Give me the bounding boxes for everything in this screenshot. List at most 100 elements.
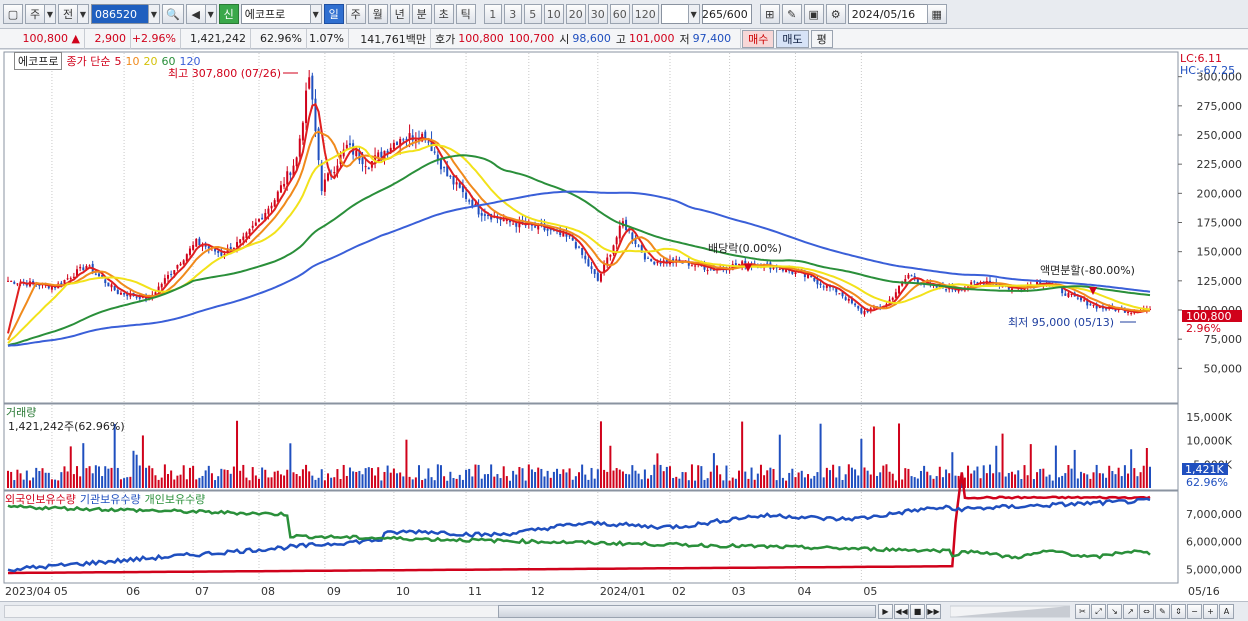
volume-bar — [599, 421, 602, 488]
data-count-input[interactable]: 265/600 — [701, 4, 752, 24]
edit-icon[interactable]: ✎ — [1155, 604, 1170, 619]
price-value: 100,800 — [22, 32, 69, 45]
volume-bar — [361, 474, 364, 488]
candle-body — [512, 223, 515, 225]
volume-bar — [512, 470, 515, 488]
period-tab-year[interactable]: 년 — [389, 4, 410, 24]
holdings-tick-label: 6,000,000 — [1186, 536, 1242, 549]
interval-custom-input[interactable] — [660, 4, 689, 24]
fast-forward-icon[interactable]: ▶▶ — [926, 604, 941, 619]
volume-bar — [1136, 476, 1139, 488]
candle-body — [289, 172, 292, 176]
legend-ma5: 5 — [114, 54, 122, 68]
candle-body — [452, 176, 455, 185]
candle-body — [530, 224, 533, 226]
stock-code-input[interactable]: 086520 — [91, 4, 149, 24]
zoom-in-icon[interactable]: ↗ — [1123, 604, 1138, 619]
candle-body — [63, 280, 66, 284]
scissors-icon[interactable]: ✂ — [1075, 604, 1090, 619]
volume-bar — [22, 479, 25, 488]
stretch-icon[interactable]: ⇔ — [1139, 604, 1154, 619]
stop-icon[interactable]: ■ — [910, 604, 925, 619]
candle-body — [367, 167, 370, 170]
volume-bar — [54, 479, 57, 488]
calendar-icon[interactable]: ▦ — [926, 4, 947, 24]
candle-body — [1092, 304, 1095, 306]
font-size-icon[interactable]: A — [1219, 604, 1234, 619]
search-icon[interactable]: 🔍 — [162, 4, 184, 24]
zoom-slider[interactable] — [950, 605, 1070, 618]
volume-bar — [248, 480, 251, 488]
volume-bar — [772, 468, 775, 488]
interval-120[interactable]: 120 — [631, 4, 659, 24]
date-tick-label: 09 — [327, 585, 341, 598]
candle-body — [894, 292, 897, 298]
interval-30[interactable]: 30 — [587, 4, 608, 24]
scroll-thumb[interactable] — [498, 605, 876, 618]
date-input[interactable]: 2024/05/16 — [847, 4, 928, 24]
draw-tool-icon[interactable]: ✎ — [781, 4, 802, 24]
indicator-icon[interactable]: ⊞ — [759, 4, 780, 24]
layout-icon[interactable]: ▢ — [3, 4, 23, 24]
candle-body — [813, 278, 816, 281]
volume-ratio: 62.96% — [251, 28, 307, 49]
chevron-down-icon[interactable]: ▼ — [44, 4, 56, 24]
legend-stock-name[interactable]: 에코프로 — [14, 52, 63, 70]
chart-toolbar: ▢ 주 ▼ 전 ▼ 086520 ▼ 🔍 ◀ ▼ 신 에코프로 ▼ 일 주 월 … — [0, 0, 1248, 29]
chevron-down-icon[interactable]: ▼ — [687, 4, 700, 24]
chevron-down-icon[interactable]: ▼ — [309, 4, 322, 24]
dividend-marker — [744, 264, 752, 272]
candle-body — [1061, 287, 1064, 294]
candle-body — [286, 171, 289, 185]
candle-body — [157, 286, 160, 292]
volume-bar — [1051, 480, 1054, 488]
buy-button[interactable]: 매수 — [742, 29, 775, 48]
period-tab-day[interactable]: 일 — [323, 4, 344, 24]
gear-icon[interactable]: ⚙ — [825, 4, 846, 24]
price-chart-svg[interactable]: 300,000 275,000 250,000 225,000 200,000 175,0… — [0, 50, 1248, 601]
candle-body — [496, 217, 499, 219]
interval-1[interactable]: 1 — [483, 4, 502, 24]
candle-body — [126, 294, 129, 297]
fit-icon[interactable]: ⤢ — [1091, 604, 1106, 619]
interval-60[interactable]: 60 — [609, 4, 630, 24]
candle-body — [581, 247, 584, 255]
period-tab-week[interactable]: 주 — [345, 4, 366, 24]
interval-5[interactable]: 5 — [523, 4, 542, 24]
annotations: 최고 307,800 (07/26) 배당락(0.00%) 액면분할(-80.00%… — [168, 67, 1242, 489]
move-icon[interactable]: ⇕ — [1171, 604, 1186, 619]
volume-bar — [854, 469, 857, 488]
rewind-icon[interactable]: ◀◀ — [894, 604, 909, 619]
period-tab-minute[interactable]: 분 — [411, 4, 432, 24]
interval-3[interactable]: 3 — [503, 4, 522, 24]
chevron-down-icon[interactable]: ▼ — [204, 4, 217, 24]
volume-bar — [910, 476, 913, 488]
eval-button[interactable]: 평 — [810, 29, 833, 48]
plus-icon[interactable]: + — [1203, 604, 1218, 619]
volume-bar — [1120, 476, 1123, 488]
candle-body — [521, 220, 524, 224]
chevron-down-icon[interactable]: ▼ — [77, 4, 89, 24]
period-tab-tick[interactable]: 틱 — [455, 4, 476, 24]
interval-10[interactable]: 10 — [543, 4, 564, 24]
date-tick-label: 06 — [126, 585, 140, 598]
volume-tick-label: 15,000K — [1186, 411, 1232, 424]
interval-20[interactable]: 20 — [565, 4, 586, 24]
volume-bar — [687, 480, 690, 488]
zoom-out-icon[interactable]: ↘ — [1107, 604, 1122, 619]
period-tab-second[interactable]: 초 — [433, 4, 454, 24]
chevron-down-icon[interactable]: ▼ — [148, 4, 160, 24]
period-tab-month[interactable]: 월 — [367, 4, 388, 24]
play-icon[interactable]: ▶ — [878, 604, 893, 619]
candle-body — [1076, 297, 1079, 299]
prev-button[interactable]: 전 — [58, 4, 78, 24]
volume-bar — [781, 477, 784, 488]
period-main-select[interactable]: 주 — [25, 4, 45, 24]
volume-bar — [182, 465, 185, 488]
speaker-icon[interactable]: ◀ — [185, 4, 206, 24]
minus-icon[interactable]: − — [1187, 604, 1202, 619]
volume-bar — [562, 469, 565, 488]
stock-name-field[interactable]: 에코프로 — [240, 4, 311, 24]
sell-button[interactable]: 매도 — [776, 29, 809, 48]
save-icon[interactable]: ▣ — [803, 4, 824, 24]
